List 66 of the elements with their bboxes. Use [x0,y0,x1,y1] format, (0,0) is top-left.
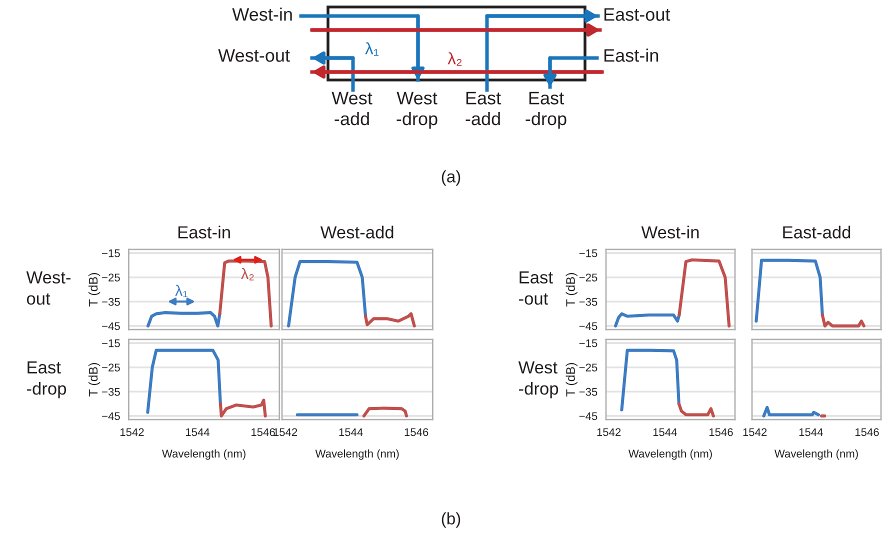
y-tick-label: −15 [579,249,598,258]
x-tick-label: 1542 [120,428,144,436]
line-series [218,398,267,418]
y-tick-label: −45 [579,322,598,330]
chart-title: East-in [178,226,230,238]
text: East-out [604,8,670,21]
y-tick-label: −35 [102,298,120,306]
annotation: λ₁ [175,284,188,298]
annotation: λ₂ [241,268,254,280]
text: (a) [442,170,460,186]
line-series [677,402,715,418]
line-series [146,348,222,414]
chart-title: West-add [320,226,394,238]
y-tick-label: −25 [102,364,120,372]
text: λ₂ [448,52,462,66]
text: East -out [519,271,553,305]
line-series [678,258,731,328]
y-axis-title: T (dB) [88,363,100,396]
x-axis-title: Wavelength (nm) [628,449,712,460]
line-series [620,348,680,412]
chart-title: East-add [783,226,850,238]
x-axis-title: Wavelength (nm) [315,449,399,460]
x-tick-label: 1546 [855,428,879,436]
x-axis-title: Wavelength (nm) [162,449,246,460]
y-axis-title: T (dB) [566,363,578,396]
text: West- out [26,271,70,305]
text: East-in [604,48,658,62]
y-tick-label: −35 [579,298,598,306]
x-tick-label: 1546 [404,428,428,436]
x-tick-label: 1542 [743,428,767,436]
y-tick-label: −45 [579,412,598,420]
text: West-out [218,49,290,62]
y-axis-title: T (dB) [566,273,578,306]
text: West-in [232,8,292,21]
y-tick-label: −35 [579,388,598,396]
y-tick-label: −25 [579,274,598,282]
x-tick-label: 1546 [252,428,275,436]
x-axis-title: Wavelength (nm) [774,449,858,460]
y-tick-label: −25 [102,274,120,282]
x-tick-label: 1544 [653,428,677,436]
x-tick-label: 1542 [274,428,298,436]
text: (b) [442,512,460,528]
line-series [218,260,273,328]
x-tick-label: 1544 [186,428,210,436]
y-tick-label: −45 [102,322,120,330]
text: λ₁ [365,42,379,56]
y-tick-label: −15 [102,249,120,258]
line-series [614,312,681,328]
x-tick-label: 1542 [597,428,621,436]
x-tick-label: 1546 [709,428,733,436]
chart-title: West-in [641,226,699,238]
y-tick-label: −35 [102,388,120,396]
text: West -drop [396,92,438,129]
y-tick-label: −15 [102,339,120,348]
x-tick-label: 1544 [339,428,363,436]
y-tick-label: −15 [579,339,598,348]
text: East -drop [26,361,66,398]
line-series [146,311,222,328]
text: West -add [332,92,372,126]
x-tick-label: 1544 [799,428,823,436]
y-tick-label: −25 [579,364,598,372]
text: East -add [466,92,501,126]
text: East -drop [526,92,566,129]
y-axis-title: T (dB) [88,273,100,306]
text: West -drop [518,361,558,398]
y-tick-label: −45 [102,412,120,420]
